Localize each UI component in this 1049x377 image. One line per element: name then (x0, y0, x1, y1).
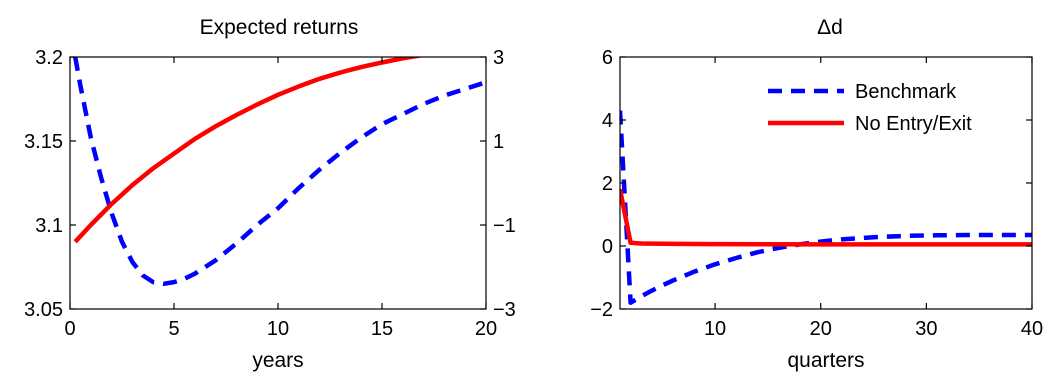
left-ytick-label: 3.05 (24, 299, 63, 321)
left-y2tick-label: 1 (493, 131, 504, 153)
left-y2tick-label: −3 (493, 299, 516, 321)
x-axis-label-left: years (252, 349, 303, 372)
right-ytick-label: −2 (590, 299, 613, 321)
right-xtick-label: 10 (704, 318, 726, 340)
legend: Benchmark No Entry/Exit (768, 81, 972, 135)
right-tick-layer: 10 20 30 40 −2 0 2 4 6 (590, 47, 1043, 340)
series-line-benchmark (620, 110, 1032, 305)
left-xtick-label: 5 (168, 318, 179, 340)
left-xtick-label: 20 (475, 318, 497, 340)
right-plot-frame (619, 56, 1033, 310)
left-ytick-label: 3.1 (35, 215, 63, 237)
left-y2tick-label: 3 (493, 47, 504, 69)
left-y2tick-label: −1 (493, 215, 516, 237)
chart-title-left: Expected returns (200, 16, 359, 39)
left-ytick-label: 3.15 (24, 131, 63, 153)
chart-expected-returns: Expected returns 0 5 10 15 20 3.05 3.1 3.15 3.2 −… (24, 16, 516, 372)
left-ytick-label: 3.2 (35, 47, 63, 69)
right-series-layer (620, 110, 1032, 305)
legend-label-no-entry-exit: No Entry/Exit (855, 113, 972, 135)
left-tick-layer: 0 5 10 15 20 3.05 3.1 3.15 3.2 −3 −1 1 3 (24, 47, 516, 340)
legend-label-benchmark: Benchmark (855, 81, 957, 103)
series-line-left-blue-dashed (72, 57, 486, 287)
chart-delta-d: Δd 10 20 30 40 −2 0 2 4 6 quarters Benchmark No … (590, 16, 1043, 372)
left-xtick-label: 0 (64, 318, 75, 340)
right-xtick-label: 40 (1021, 318, 1043, 340)
right-ytick-label: 2 (602, 173, 613, 195)
chart-title-right: Δd (817, 16, 843, 39)
right-ytick-label: 4 (602, 110, 613, 132)
series-line-left-red-solid (73, 57, 425, 244)
left-xtick-label: 10 (267, 318, 289, 340)
left-xtick-label: 15 (371, 318, 393, 340)
x-axis-label-right: quarters (787, 349, 864, 372)
left-series-layer (72, 57, 486, 287)
right-ytick-label: 6 (602, 47, 613, 69)
right-xtick-label: 20 (810, 318, 832, 340)
right-ytick-label: 0 (602, 236, 613, 258)
right-xtick-label: 30 (915, 318, 937, 340)
series-line-no-entry-exit (620, 188, 1032, 247)
